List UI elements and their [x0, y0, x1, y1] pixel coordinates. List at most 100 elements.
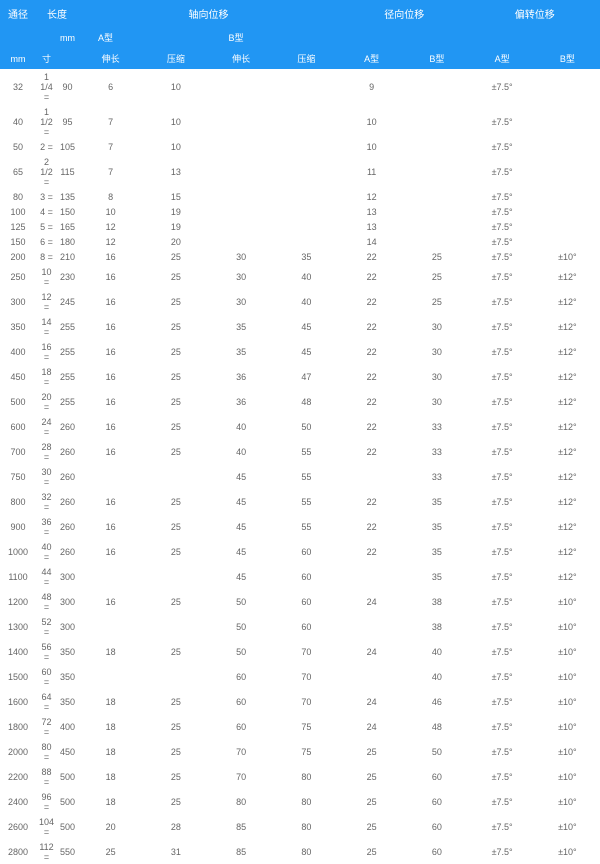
table-cell: 260 [57, 464, 78, 489]
table-cell [143, 614, 208, 639]
table-row: 1255 =165121913±7.5° [0, 219, 600, 234]
table-cell: ±7.5° [470, 139, 535, 154]
table-cell: ±10° [535, 839, 600, 864]
table-cell: 16 [78, 289, 143, 314]
hdr2-8 [404, 27, 469, 48]
table-cell: 36 = [36, 514, 57, 539]
table-cell: 10 [143, 139, 208, 154]
table-row: 45018 =255162536472230±7.5°±12° [0, 364, 600, 389]
table-cell [78, 564, 143, 589]
table-cell: ±12° [535, 314, 600, 339]
table-cell: 300 [57, 589, 78, 614]
table-cell: 50 [274, 414, 339, 439]
hdr2-a1: A型 [78, 27, 209, 48]
table-body: 321 1/4 =906109±7.5°401 1/2 =9571010±7.5… [0, 69, 600, 864]
table-cell: 38 [404, 614, 469, 639]
table-cell: 750 [0, 464, 36, 489]
table-cell: 25 [404, 289, 469, 314]
table-cell [339, 664, 404, 689]
table-cell: 55 [274, 439, 339, 464]
table-row: 25010 =230162530402225±7.5°±12° [0, 264, 600, 289]
table-cell: ±7.5° [470, 389, 535, 414]
table-cell [404, 154, 469, 189]
table-row: 321 1/4 =906109±7.5° [0, 69, 600, 104]
table-cell: 22 [339, 489, 404, 514]
table-cell [404, 219, 469, 234]
table-cell: 70 [209, 739, 274, 764]
table-cell: 60 [209, 664, 274, 689]
table-cell: 60 [404, 789, 469, 814]
table-cell: ±12° [535, 289, 600, 314]
table-row: 75030 =260455533±7.5°±12° [0, 464, 600, 489]
table-cell: 1300 [0, 614, 36, 639]
table-cell: 20 [78, 814, 143, 839]
table-cell: 22 [339, 339, 404, 364]
table-cell: 18 [78, 714, 143, 739]
table-cell: ±7.5° [470, 219, 535, 234]
table-cell: 33 [404, 464, 469, 489]
table-cell: 3 = [36, 189, 57, 204]
table-cell: 25 [339, 739, 404, 764]
table-cell: 35 [404, 564, 469, 589]
table-cell: 45 [274, 314, 339, 339]
table-cell: 1000 [0, 539, 36, 564]
table-cell: 16 [78, 589, 143, 614]
table-cell: ±10° [535, 639, 600, 664]
table-cell: 32 = [36, 489, 57, 514]
table-cell: ±7.5° [470, 689, 535, 714]
table-cell: 25 [143, 389, 208, 414]
table-cell: ±10° [535, 664, 600, 689]
table-cell: 48 [404, 714, 469, 739]
table-cell: 50 [0, 139, 36, 154]
table-cell: 260 [57, 539, 78, 564]
table-cell: 260 [57, 489, 78, 514]
table-row: 50020 =255162536482230±7.5°±12° [0, 389, 600, 414]
table-cell: 255 [57, 339, 78, 364]
table-cell: 6 = [36, 234, 57, 249]
table-row: 120048 =300162550602438±7.5°±10° [0, 589, 600, 614]
table-cell: 150 [57, 204, 78, 219]
table-cell: 260 [57, 439, 78, 464]
table-cell: 1100 [0, 564, 36, 589]
table-cell: 500 [57, 814, 78, 839]
table-cell: 10 [339, 104, 404, 139]
table-cell: ±7.5° [470, 539, 535, 564]
table-cell: 24 = [36, 414, 57, 439]
table-cell: 16 [78, 314, 143, 339]
table-cell: 22 [339, 439, 404, 464]
table-cell: 2400 [0, 789, 36, 814]
table-cell: 6 [78, 69, 143, 104]
table-cell: ±7.5° [470, 664, 535, 689]
table-cell: ±7.5° [470, 189, 535, 204]
table-cell [274, 234, 339, 249]
table-cell: ±12° [535, 564, 600, 589]
table-cell: 85 [209, 814, 274, 839]
table-cell: 24 [339, 589, 404, 614]
table-cell [339, 614, 404, 639]
table-cell: 16 = [36, 339, 57, 364]
table-cell [404, 234, 469, 249]
table-cell: 31 [143, 839, 208, 864]
table-cell: ±7.5° [470, 589, 535, 614]
table-cell: 33 [404, 414, 469, 439]
header-row-1: 通径 长度 轴向位移 径向位移 偏转位移 [0, 0, 600, 27]
table-cell: 40 [274, 264, 339, 289]
table-cell: 8 = [36, 249, 57, 264]
table-cell: 36 [209, 364, 274, 389]
table-cell [209, 189, 274, 204]
hdr3-a2: A型 [339, 48, 404, 69]
table-cell: 18 [78, 789, 143, 814]
table-cell [78, 614, 143, 639]
table-cell: 2000 [0, 739, 36, 764]
table-cell: 22 [339, 414, 404, 439]
table-cell: 15 [143, 189, 208, 204]
table-cell: ±7.5° [470, 289, 535, 314]
table-cell: 25 [143, 439, 208, 464]
table-cell: 33 [404, 439, 469, 464]
table-cell: 60 [209, 714, 274, 739]
table-cell: 260 [57, 414, 78, 439]
table-cell: ±10° [535, 249, 600, 264]
table-cell [274, 139, 339, 154]
table-cell: 46 [404, 689, 469, 714]
table-cell: 18 [78, 689, 143, 714]
